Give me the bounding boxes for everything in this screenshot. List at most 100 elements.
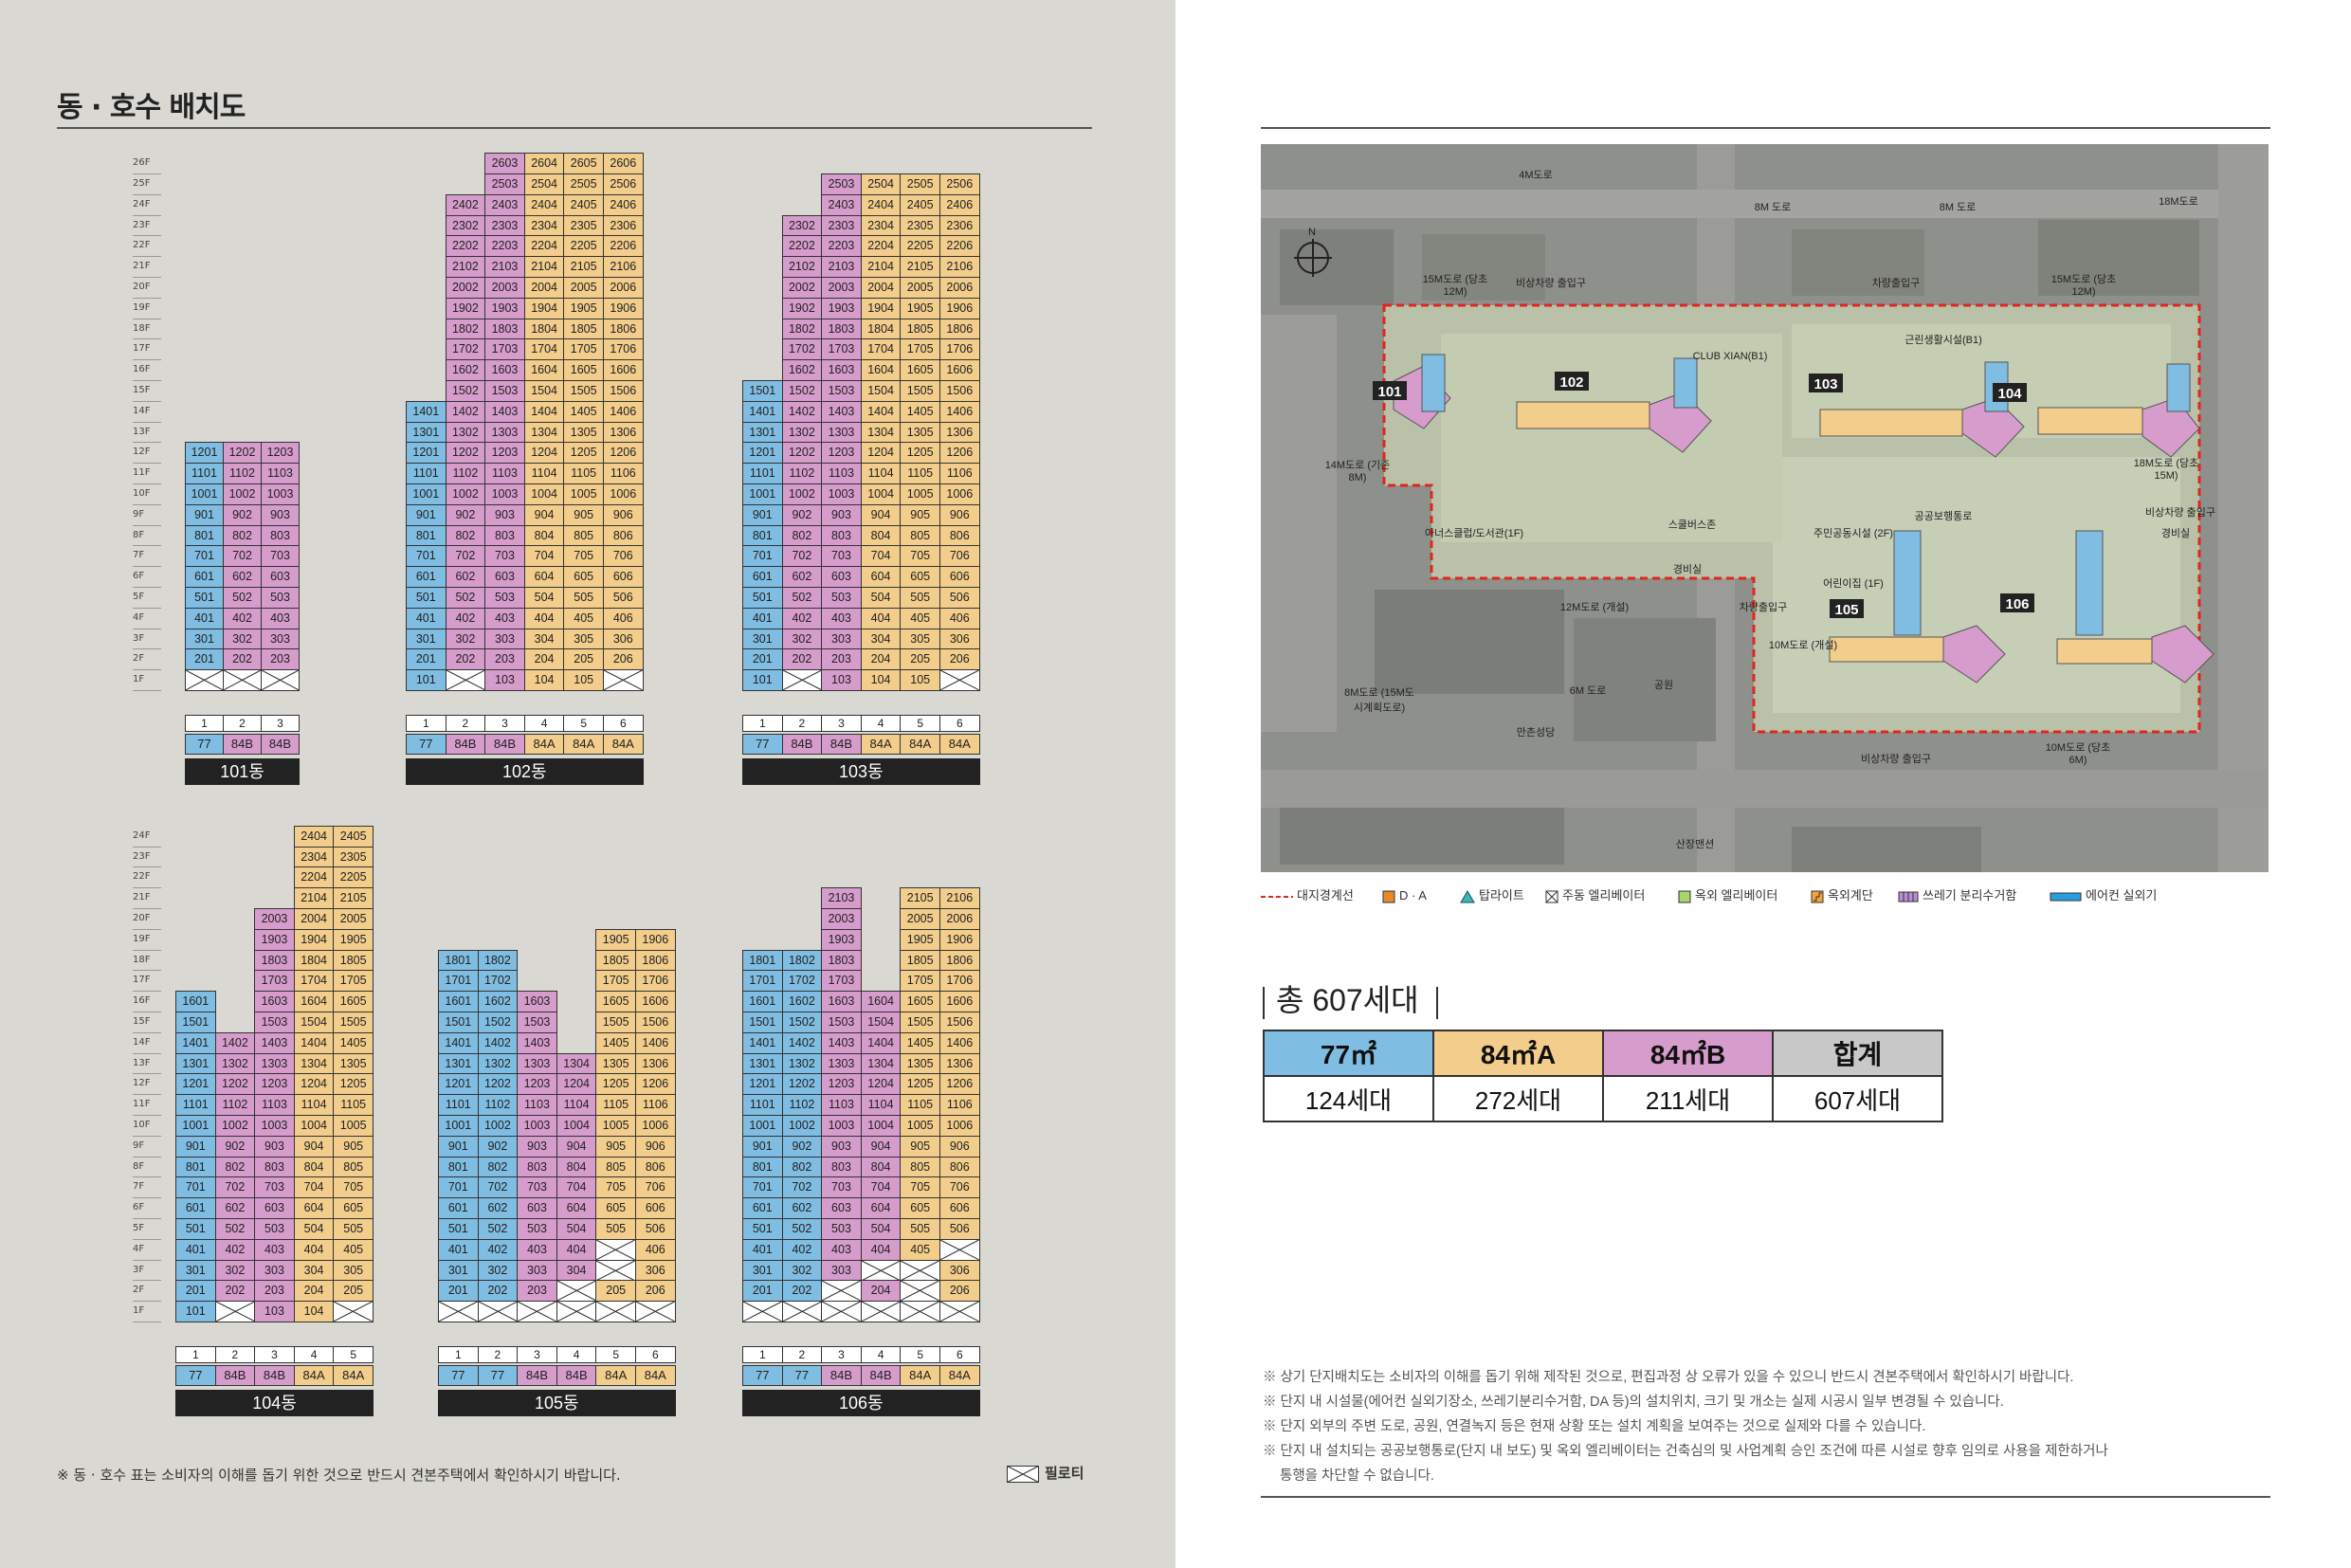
orange-square-icon (1382, 890, 1395, 903)
unit-cell: 1505 (595, 1012, 636, 1033)
summary-header-84a: 84㎡A (1432, 1030, 1604, 1077)
unit-cell: 202 (445, 648, 486, 671)
column-type: 84B (781, 734, 823, 755)
place-label: 아너스클럽/도서관(1F) (1424, 528, 1524, 539)
place-label: 차량출입구 (1871, 278, 1921, 289)
unit-cell: 603 (821, 1197, 862, 1219)
piloti-icon (1007, 1465, 1039, 1483)
piloti-cell (821, 1301, 862, 1322)
unit-cell: 1004 (293, 1115, 335, 1137)
unit-cell: 601 (438, 1197, 479, 1219)
unit-cell: 403 (821, 1238, 862, 1261)
unit-cell: 1506 (939, 380, 980, 402)
legend-outdoor-elevator: 옥외 엘리베이터 (1678, 885, 1777, 906)
unit-cell: 1903 (484, 297, 525, 319)
unit-cell: 301 (185, 628, 224, 650)
unit-cell: 501 (438, 1218, 479, 1240)
unit-cell: 1303 (821, 1052, 862, 1075)
place-label: 공원 (1653, 680, 1674, 691)
floor-label: 25F (133, 173, 161, 195)
unit-cell: 2006 (939, 277, 980, 299)
title-rule (57, 127, 1092, 129)
unit-cell: 604 (523, 566, 565, 588)
unit-cell: 1903 (821, 928, 862, 951)
unit-cell: 603 (261, 566, 300, 588)
unit-cell: 204 (860, 1280, 902, 1303)
unit-cell: 1206 (939, 1073, 980, 1096)
unit-cell: 1002 (477, 1115, 519, 1137)
map-legend: 대지경계선 D · A 탑라이트 주동 엘리베이터 옥외 엘리베이터 옥외계단 … (1261, 885, 2269, 906)
floor-label: 10F (133, 1115, 161, 1137)
floor-label: 7F (133, 1176, 161, 1199)
column-number: 6 (939, 715, 980, 732)
unit-cell: 705 (333, 1176, 374, 1199)
unit-cell: 2105 (900, 256, 940, 278)
unit-cell: 2304 (523, 214, 565, 237)
unit-cell: 202 (214, 1280, 256, 1303)
legend-label: 쓰레기 분리수거함 (1923, 888, 2017, 903)
unit-summary-table: 77㎡ 84㎡A 84㎡B 합계 124세대 272세대 211세대 607세대 (1263, 1030, 1943, 1122)
unit-cell: 1004 (860, 483, 902, 505)
unit-cell: 201 (185, 648, 224, 671)
summary-value-84a: 272세대 (1432, 1075, 1604, 1122)
unit-cell: 2403 (484, 193, 525, 216)
unit-cell: 1905 (595, 928, 636, 951)
unit-cell: 1803 (821, 949, 862, 972)
purple-bars-icon (1898, 891, 1919, 903)
unit-cell: 205 (595, 1280, 636, 1303)
unit-cell: 503 (517, 1218, 557, 1240)
floor-label: 19F (133, 298, 161, 319)
unit-cell: 104 (860, 669, 902, 691)
piloti-cell (939, 669, 980, 691)
unit-cell: 1305 (563, 421, 604, 444)
column-type: 84A (635, 1365, 676, 1386)
column-number: 6 (603, 715, 644, 732)
unit-cell: 604 (860, 1197, 902, 1219)
unit-cell: 101 (742, 669, 783, 691)
unit-cell: 1001 (742, 483, 783, 505)
floor-label: 12F (133, 442, 161, 465)
blue-bar-icon (2050, 892, 2082, 902)
unit-cell: 2003 (821, 908, 862, 930)
summary-header-total: 합계 (1772, 1030, 1943, 1077)
place-label: 비상차량 출입구 (2145, 507, 2215, 519)
place-label: 비상차량 출입구 (1861, 754, 1931, 765)
unit-cell: 802 (477, 1156, 519, 1178)
unit-cell: 601 (742, 1197, 783, 1219)
unit-cell: 605 (900, 1197, 940, 1219)
unit-cell: 303 (261, 628, 300, 650)
unit-cell: 802 (223, 524, 262, 547)
unit-cell: 1702 (781, 338, 823, 361)
unit-cell: 2604 (523, 153, 565, 174)
piloti-cell (445, 669, 486, 691)
unit-cell: 1804 (293, 949, 335, 972)
unit-cell: 703 (517, 1176, 557, 1199)
unit-cell: 804 (556, 1156, 597, 1178)
piloti-cell (939, 1301, 980, 1322)
unit-cell: 1302 (477, 1052, 519, 1075)
piloti-cell (556, 1280, 597, 1303)
place-label: 산장맨션 (1675, 839, 1715, 850)
unit-cell: 1201 (185, 442, 224, 465)
unit-cell: 403 (821, 607, 862, 629)
unit-cell: 902 (781, 503, 823, 526)
unit-cell: 1502 (781, 380, 823, 402)
unit-cell: 1403 (517, 1031, 557, 1054)
piloti-cell (860, 1259, 902, 1282)
column-number: 3 (261, 715, 300, 732)
column-number: 5 (595, 1346, 636, 1363)
unit-cell: 1703 (821, 338, 862, 361)
unit-cell: 403 (484, 607, 525, 629)
unit-cell: 704 (860, 545, 902, 568)
unit-cell: 901 (742, 1135, 783, 1158)
unit-cell: 1504 (860, 1012, 902, 1033)
unit-cell: 1705 (900, 970, 940, 993)
unit-cell: 302 (214, 1259, 256, 1282)
unit-cell: 1201 (742, 1073, 783, 1096)
unit-cell: 703 (254, 1176, 295, 1199)
unit-cell: 806 (939, 1156, 980, 1178)
unit-cell: 402 (223, 607, 262, 629)
unit-cell: 2006 (939, 908, 980, 930)
unit-cell: 206 (635, 1280, 676, 1303)
unit-cell: 1906 (635, 928, 676, 951)
